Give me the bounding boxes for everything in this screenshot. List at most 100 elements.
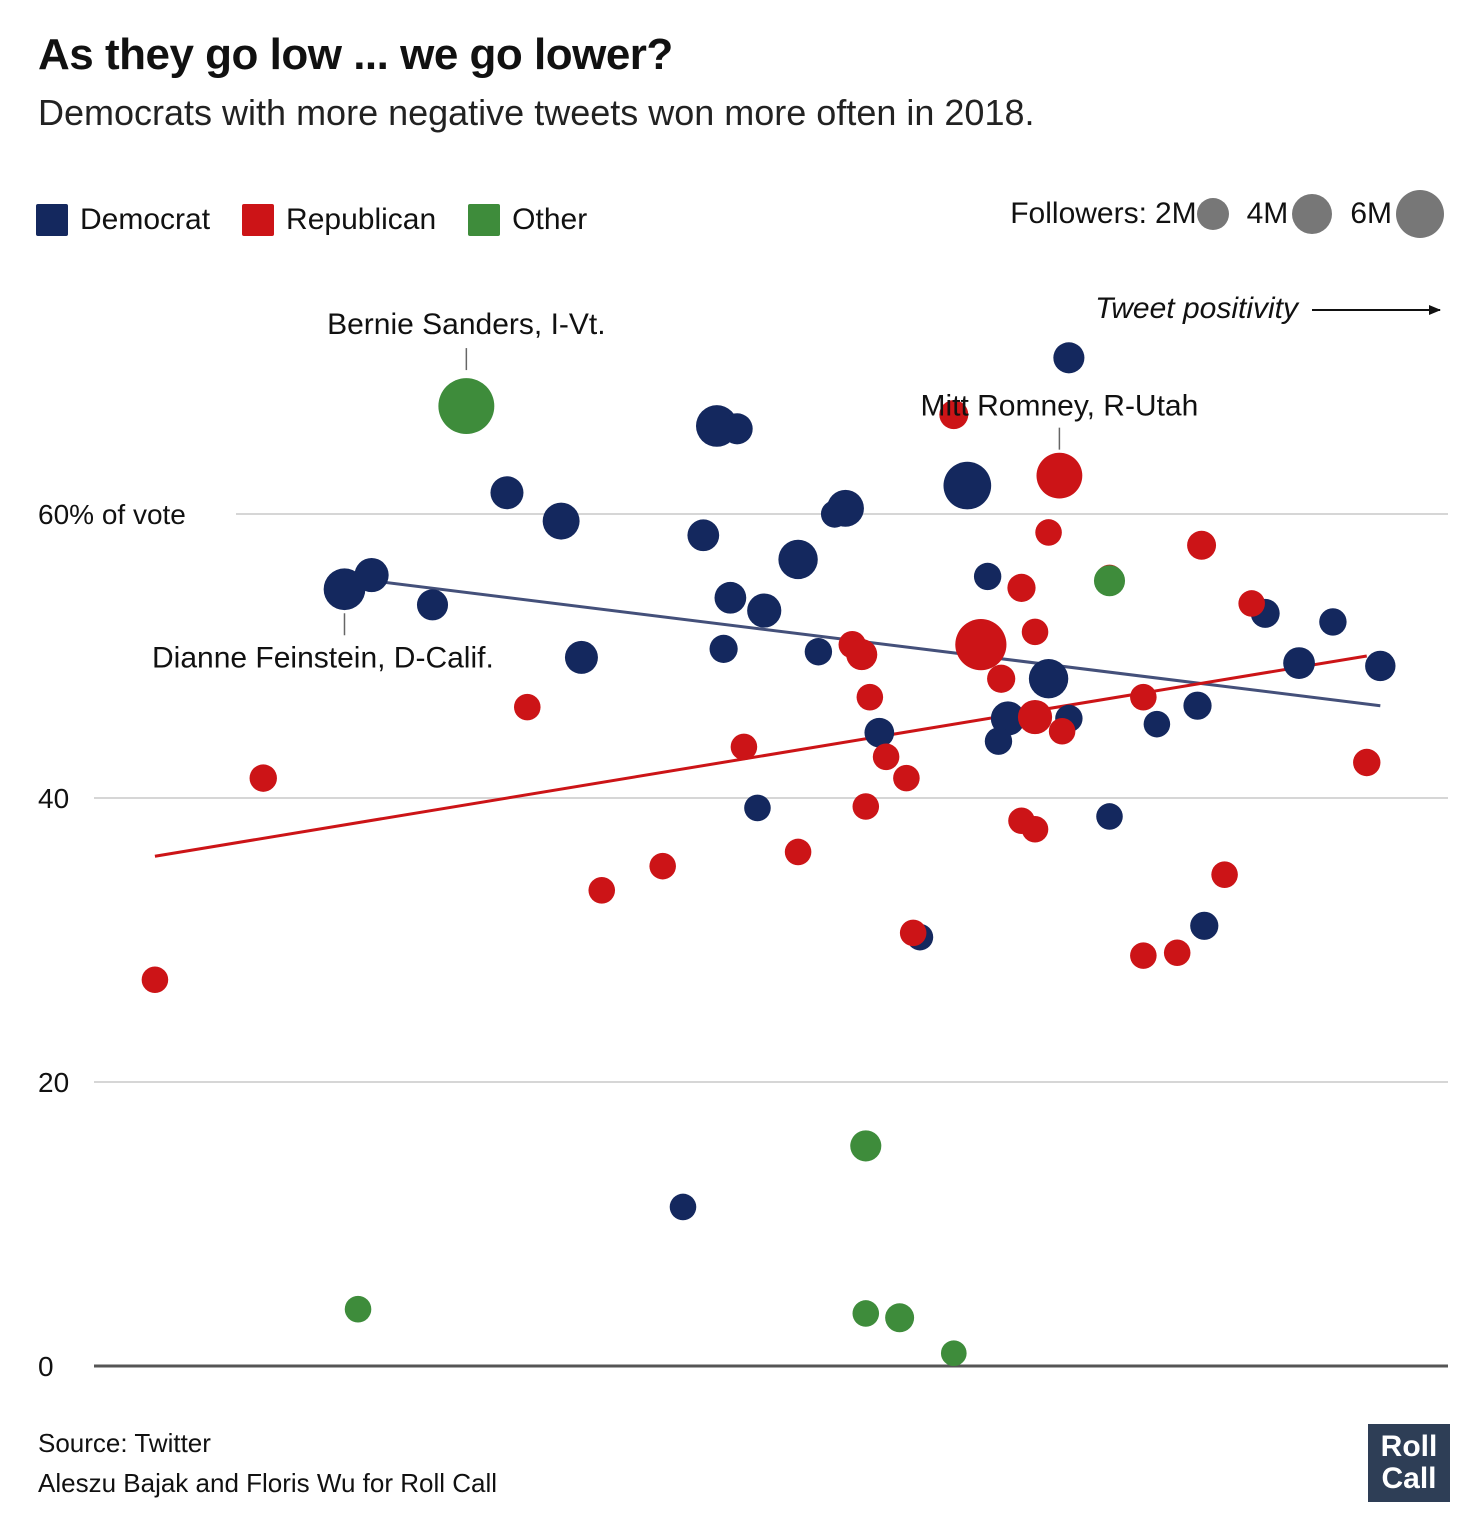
credit-line: Aleszu Bajak and Floris Wu for Roll Call [38, 1468, 498, 1498]
data-point-republican [649, 852, 676, 880]
data-point-other [1093, 565, 1126, 597]
annotations: Bernie Sanders, I-Vt. Mitt Romney, R-Utah… [152, 308, 1198, 674]
data-point-democrat [744, 794, 771, 822]
data-point-republican [1007, 573, 1036, 602]
data-point-republican [1238, 590, 1265, 617]
data-point-democrat [1053, 342, 1085, 374]
data-point-democrat [323, 568, 366, 611]
followers-size-legend: Followers: 2M 4M 6M [1010, 186, 1444, 242]
legend-label-democrat: Democrat [80, 203, 211, 236]
data-point-republican [1130, 942, 1157, 969]
data-point-democrat [984, 727, 1013, 755]
size-circle-6m [1396, 190, 1444, 238]
party-legend: Democrat Republican Other [36, 200, 619, 240]
size-circle-2m [1196, 198, 1229, 230]
followers-label: Followers: [1010, 197, 1147, 230]
x-axis-label: Tweet positivity [1095, 292, 1300, 325]
data-point-democrat [990, 701, 1026, 736]
logo-line-1: Roll [1380, 1430, 1438, 1463]
data-point-republican [1021, 618, 1049, 646]
data-point-democrat [864, 717, 895, 748]
annotation-label: Bernie Sanders, I-Vt. [327, 308, 605, 341]
trendline-republican [154, 654, 1368, 858]
data-point-democrat [564, 640, 598, 674]
data-point-republican [1353, 748, 1381, 777]
x-axis: Tweet positivity [1095, 292, 1441, 325]
y-tick-label: 40 [38, 783, 69, 814]
annotation-label: Mitt Romney, R-Utah [920, 390, 1198, 423]
data-point-other [438, 378, 495, 435]
data-point-democrat [416, 589, 449, 621]
data-point-republican [1130, 683, 1157, 711]
legend-label-republican: Republican [286, 203, 437, 236]
data-point-democrat [1190, 911, 1219, 940]
data-point-republican [1163, 939, 1191, 967]
data-point-democrat [687, 519, 720, 552]
data-point-republican [730, 733, 758, 761]
data-point-democrat [1183, 691, 1212, 720]
data-point-democrat [1096, 803, 1123, 830]
data-point-democrat [973, 562, 1002, 591]
data-point-republican [1035, 519, 1062, 546]
data-point-republican [872, 743, 900, 771]
data-point-other [885, 1303, 915, 1333]
data-point-republican [955, 619, 1007, 671]
data-point-republican [1187, 530, 1217, 560]
legend-item-democrat: Democrat [36, 203, 210, 237]
size-label-6m: 6M [1350, 197, 1392, 230]
y-tick-label: 20 [38, 1067, 69, 1098]
data-point-democrat [714, 581, 747, 614]
data-point-republican [987, 664, 1016, 693]
roll-call-logo: Roll Call [1368, 1424, 1450, 1502]
data-point-republican [1211, 861, 1238, 888]
data-point-democrat [804, 638, 833, 666]
logo-line-2: Call [1381, 1462, 1437, 1495]
size-label-4m: 4M [1246, 197, 1289, 230]
legend-swatch-other [468, 204, 501, 236]
data-point-democrat [943, 461, 992, 510]
legend-label-other: Other [512, 203, 588, 236]
data-point-republican [1021, 815, 1049, 843]
data-point-republican [1036, 452, 1083, 499]
data-point-democrat [669, 1193, 697, 1221]
data-point-republican [141, 966, 169, 994]
size-circle-4m [1292, 194, 1333, 234]
y-tick-label: 60% of vote [38, 499, 186, 530]
chart-title: As they go low ... we go lower? [38, 30, 673, 79]
data-point-democrat [1319, 608, 1347, 636]
annotation-label: Dianne Feinstein, D-Calif. [152, 641, 494, 674]
legend-swatch-republican [242, 204, 275, 236]
data-point-republican [588, 877, 616, 904]
y-axis-ticks: 60% of vote 40 20 0 [38, 499, 186, 1382]
data-point-democrat [778, 539, 818, 580]
size-label-2m: 2M [1154, 197, 1197, 230]
data-point-democrat [820, 500, 849, 528]
data-point-democrat [721, 413, 753, 445]
data-point-other [344, 1295, 372, 1323]
trendline-democrat [371, 579, 1381, 708]
data-point-democrat [1143, 710, 1171, 738]
data-point-republican [514, 693, 541, 721]
data-point-republican [939, 400, 969, 430]
data-point-republican [1017, 699, 1053, 735]
data-point-democrat [542, 502, 580, 540]
data-point-republican [899, 919, 927, 947]
data-point-democrat [747, 593, 782, 628]
legend-item-republican: Republican [242, 203, 436, 237]
chart-subtitle: Democrats with more negative tweets won … [38, 92, 1035, 133]
data-point-democrat [490, 476, 524, 510]
data-points [141, 342, 1396, 1367]
data-point-democrat [1028, 659, 1069, 699]
data-point-republican [852, 793, 880, 820]
data-point-republican [1048, 717, 1076, 745]
y-tick-label: 0 [38, 1351, 54, 1382]
legend-item-other: Other [468, 203, 587, 237]
data-point-democrat [1365, 650, 1396, 682]
legend-swatch-democrat [36, 204, 68, 236]
trendlines [154, 579, 1381, 858]
data-point-republican [856, 683, 884, 711]
data-point-republican [784, 838, 812, 866]
data-point-republican [249, 764, 277, 792]
data-point-democrat [709, 634, 738, 664]
